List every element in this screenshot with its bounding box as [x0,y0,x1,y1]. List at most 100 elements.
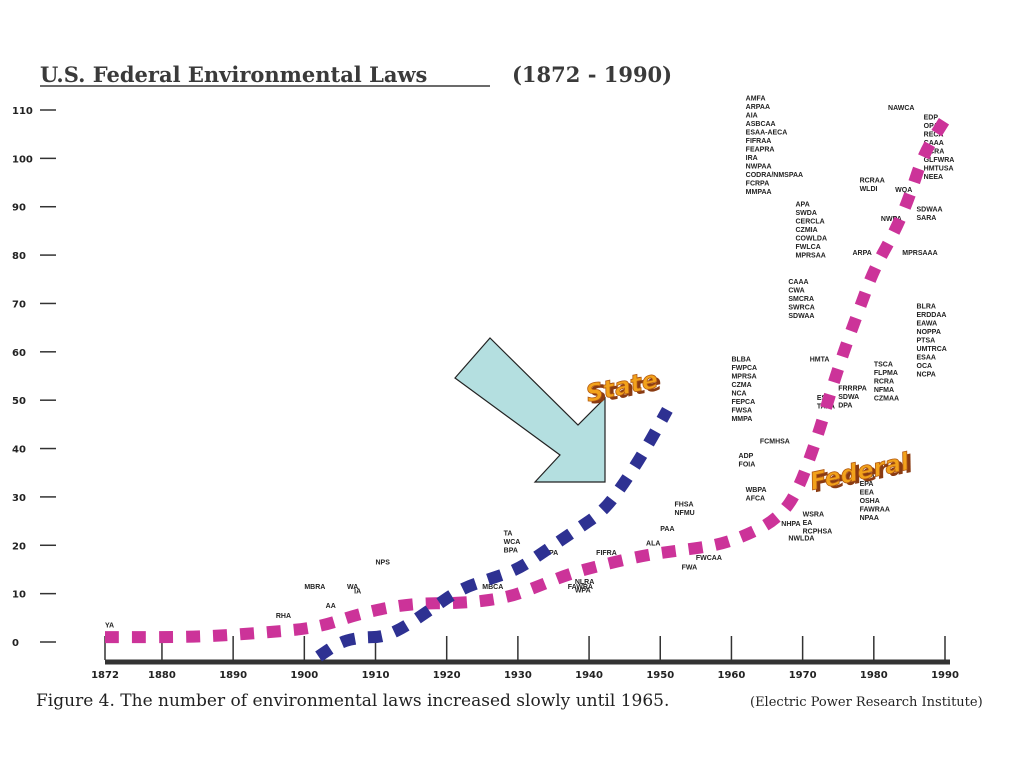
law-label: TSCA [874,361,893,368]
law-label: GCRA [924,149,945,156]
law-label: SDWAA [917,207,943,214]
law-label: ESAA-AECA [746,129,788,136]
law-annotation: YA [105,622,114,629]
law-label: NPS [376,560,391,567]
y-tick-label: 80 [12,251,26,262]
law-label: NFMU [674,510,694,517]
law-label: ASBCAA [746,121,776,128]
law-label: MBCA [482,584,503,591]
x-tick-label: 1990 [931,670,959,681]
law-label: GLFWRA [924,157,955,164]
law-label: MMPA [731,416,752,423]
law-label: SWDA [796,210,817,217]
law-label: FCMHSA [760,439,790,446]
x-tick-label: 1930 [504,670,532,681]
law-label: EPA [860,481,874,488]
law-label: CZMA [731,382,751,389]
source-note: (Electric Power Research Institute) [750,695,983,710]
y-tick-label: 30 [12,493,26,504]
law-label: CAAA [788,279,808,286]
law-label: NEEA [924,174,943,181]
law-label: WLDI [860,186,878,193]
law-label: FOIA [739,462,756,469]
law-label: MBRA [304,584,325,591]
y-tick-label: 0 [12,638,19,649]
law-label: WBPA [746,487,767,494]
law-annotation: ARPA [852,250,871,257]
law-label: EDP [924,115,939,122]
law-label: FIFRAA [746,138,772,145]
law-label: BPA [504,548,518,555]
law-label: ERDDAA [917,312,947,319]
arrow-shape [454,337,606,483]
law-label: RCRAA [860,178,885,185]
law-label: AMFA [746,95,766,102]
law-label: FWSA [731,407,752,414]
law-label: FCRPA [746,180,770,187]
law-label: NCA [731,390,746,397]
law-label: PTSA [917,337,936,344]
law-annotation: NHPA [781,521,800,528]
law-annotation: WA [347,584,358,591]
law-annotation: FWA [682,564,698,571]
law-label: ALA [646,540,660,547]
axes: 1872 1880 1890 1900 1910 1920 1930 1940 1950 1960… [12,106,959,681]
y-tick-label: 20 [12,541,26,552]
law-label: ARPA [852,250,871,257]
law-label: WSRA [803,511,824,518]
law-annotation: IA [354,589,361,596]
law-label: FRRRPA [838,386,867,393]
law-label: EEA [860,490,874,497]
law-label: RCPHSA [803,528,833,535]
y-tick-label: 50 [12,396,26,407]
law-label: RHA [276,613,291,620]
law-label: FIFRA [596,550,617,557]
law-label: NFMA [874,387,894,394]
x-tick-label: 1980 [860,670,888,681]
y-tick-label: 60 [12,348,26,359]
law-annotation: HMTA [810,356,830,363]
law-annotation: AA [326,603,336,610]
law-label: CAAA [924,140,944,147]
law-label: FLPMA [874,370,898,377]
law-label: NHPA [781,521,800,528]
law-annotation: NWPA [881,216,902,223]
y-tick-label: 10 [12,590,26,601]
law-label: FHSA [674,502,693,509]
law-annotation: MBRA [304,584,325,591]
state-callout: State State [583,365,664,410]
law-label: IA [354,589,361,596]
law-label: CERCLA [796,219,825,226]
law-label: APA [796,202,810,209]
law-label: FAWRAA [860,507,890,514]
law-label: FWPCA [731,365,757,372]
law-label: MMPAA [746,189,772,196]
law-label: WQA [895,187,912,194]
law-label: CAA [860,473,875,480]
law-label: ARPAA [746,104,770,111]
series-line-federal [105,116,951,644]
law-label: AIA [746,112,758,119]
x-tick-label: 1920 [433,670,461,681]
x-tick-label: 1900 [290,670,318,681]
law-label: SDWAA [788,313,814,320]
law-annotation: NPS [376,560,391,567]
y-tick-label: 110 [12,106,33,117]
law-annotation: MPRSAAA [902,250,937,257]
series-lines [105,116,951,662]
law-label: NCPA [917,371,936,378]
law-annotation: ADP FOIA [739,453,756,469]
law-label: FEAPRA [746,146,775,153]
x-tick-label: 1910 [362,670,390,681]
x-tick-label: 1960 [718,670,746,681]
law-label: SARA [917,215,937,222]
law-label: OSHA [860,498,880,505]
